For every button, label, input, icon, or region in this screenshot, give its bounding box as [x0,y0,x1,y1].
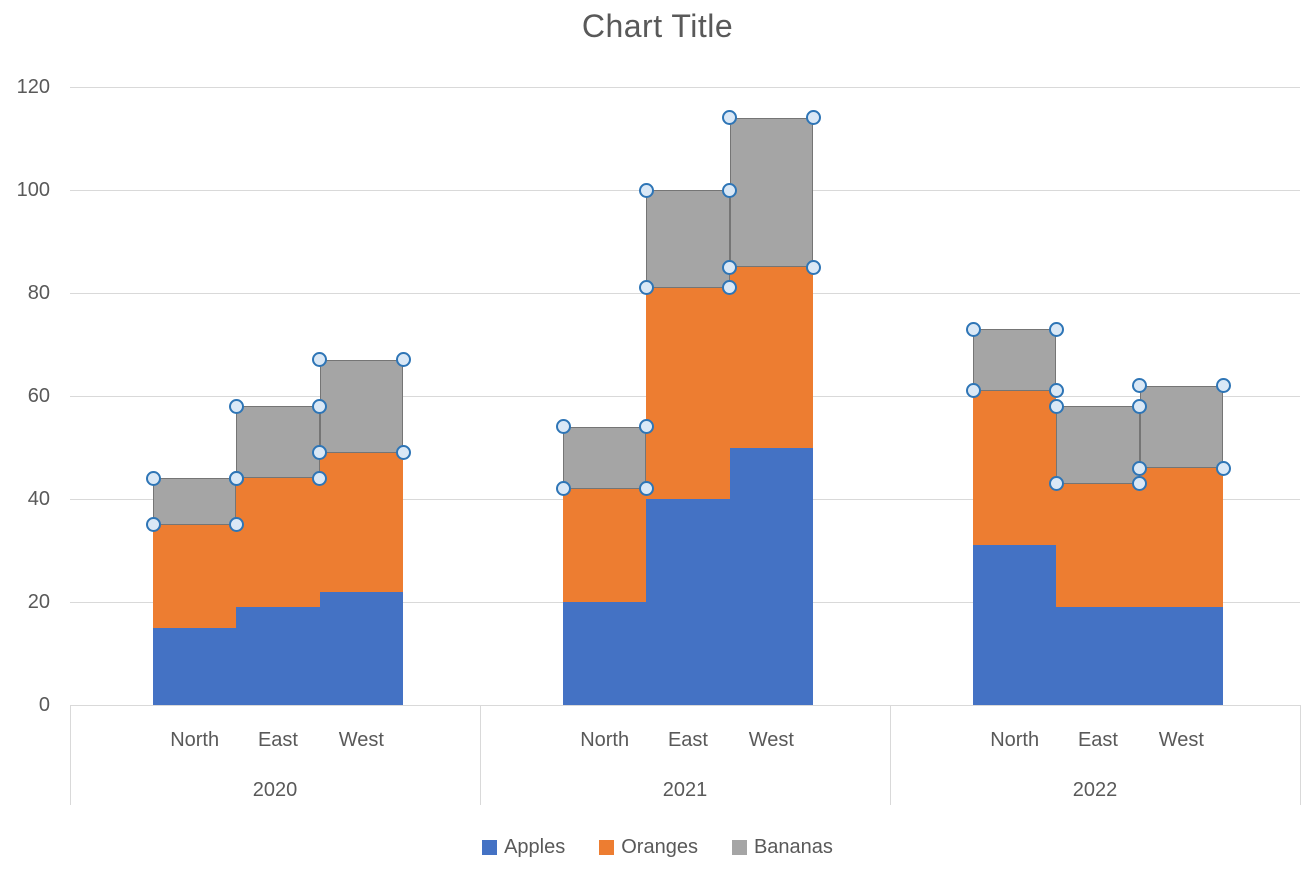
legend-label: Oranges [621,836,698,858]
bar-bananas-2020-north[interactable] [153,478,237,525]
selection-handle[interactable] [555,481,571,497]
x-axis-group-separator [890,705,891,805]
selection-handle[interactable] [638,481,654,497]
selection-handle[interactable] [805,259,821,275]
legend-swatch-apples [482,840,498,855]
selection-handle[interactable] [312,352,328,368]
legend-label: Apples [504,836,566,858]
bar-bananas-2022-north[interactable] [973,329,1057,391]
selection-handle[interactable] [1048,476,1064,492]
bar-apples-2020-west[interactable] [319,591,403,705]
selection-handle[interactable] [312,398,328,414]
y-axis-tick-label[interactable]: 100 [16,179,50,201]
selection-handle[interactable] [228,470,244,486]
selection-handle[interactable] [722,110,738,126]
bar-apples-2021-west[interactable] [729,447,813,705]
bar-bananas-2020-east[interactable] [236,406,320,479]
selection-handle[interactable] [1132,398,1148,414]
x-axis-category-label[interactable]: East [667,729,708,751]
bar-bananas-2021-east[interactable] [646,190,730,288]
bar-bananas-2022-east[interactable] [1056,406,1140,484]
selection-handle[interactable] [1215,460,1231,476]
x-axis-category-label[interactable]: West [748,729,794,751]
selection-handle[interactable] [722,259,738,275]
legend: Apples Oranges Bananas [0,836,1315,859]
legend-swatch-oranges [599,840,615,855]
legend-item-bananas[interactable]: Bananas [731,836,833,859]
selection-handle[interactable] [312,445,328,461]
bar-oranges-2020-north[interactable] [153,524,237,628]
selection-handle[interactable] [1215,378,1231,394]
selection-handle[interactable] [638,182,654,198]
selection-handle[interactable] [228,398,244,414]
bar-apples-2020-north[interactable] [153,627,237,705]
selection-handle[interactable] [638,280,654,296]
selection-handle[interactable] [1048,321,1064,337]
selection-handle[interactable] [395,445,411,461]
x-axis-category-label[interactable]: North [580,729,630,751]
selection-handle[interactable] [638,419,654,435]
selection-handle[interactable] [395,352,411,368]
bar-bananas-2021-north[interactable] [563,426,647,489]
bar-apples-2022-west[interactable] [1139,607,1223,705]
x-axis-category-label[interactable]: West [338,729,384,751]
y-axis-tick-label[interactable]: 60 [27,385,50,407]
legend-label: Bananas [753,836,833,858]
bar-apples-2020-east[interactable] [236,607,320,705]
bar-bananas-2022-west[interactable] [1139,385,1223,469]
x-axis-group-label[interactable]: 2022 [1072,779,1118,801]
selection-handle[interactable] [555,419,571,435]
x-axis-category-label[interactable]: North [170,729,220,751]
x-axis-category-label[interactable]: North [990,729,1040,751]
bar-oranges-2021-east[interactable] [646,287,730,499]
bar-bananas-2020-west[interactable] [319,359,403,453]
selection-handle[interactable] [722,182,738,198]
x-axis-group-label[interactable]: 2021 [662,779,708,801]
y-axis-tick-label[interactable]: 0 [38,694,50,716]
y-axis-tick-label[interactable]: 40 [27,488,50,510]
bar-oranges-2020-east[interactable] [236,478,320,608]
legend-item-apples[interactable]: Apples [482,836,565,859]
x-axis-category-label[interactable]: East [257,729,298,751]
selection-handle[interactable] [965,321,981,337]
bar-oranges-2021-north[interactable] [563,488,647,602]
bar-apples-2022-east[interactable] [1056,607,1140,705]
gridline-0 [70,705,1300,706]
chart-title[interactable]: Chart Title [581,8,734,44]
x-axis-category-label[interactable]: West [1158,729,1204,751]
bar-bananas-2021-west[interactable] [729,117,813,268]
x-axis-group-label[interactable]: 2020 [252,779,298,801]
selection-handle[interactable] [1048,398,1064,414]
bar-apples-2021-north[interactable] [563,602,647,705]
selection-handle[interactable] [722,280,738,296]
bar-oranges-2022-north[interactable] [973,390,1057,546]
selection-handle[interactable] [965,383,981,399]
x-axis-group-separator [480,705,481,805]
selection-handle[interactable] [145,517,161,533]
selection-handle[interactable] [312,470,328,486]
selection-handle[interactable] [805,110,821,126]
bar-oranges-2020-west[interactable] [319,452,403,592]
y-axis-tick-label[interactable]: 80 [27,282,50,304]
bar-oranges-2021-west[interactable] [729,267,813,448]
selection-handle[interactable] [145,470,161,486]
gridline-120 [70,87,1300,88]
bar-oranges-2022-east[interactable] [1056,483,1140,608]
bar-apples-2021-east[interactable] [646,499,730,705]
selection-handle[interactable] [1132,378,1148,394]
x-axis-group-separator [1300,705,1301,805]
selection-handle[interactable] [1048,383,1064,399]
selection-handle[interactable] [1132,460,1148,476]
x-axis-category-label[interactable]: East [1077,729,1118,751]
y-axis-tick-label[interactable]: 120 [16,76,50,98]
y-axis-tick-label[interactable]: 20 [27,591,50,613]
bar-oranges-2022-west[interactable] [1139,468,1223,608]
x-axis-group-separator [70,705,71,805]
selection-handle[interactable] [228,517,244,533]
selection-handle[interactable] [1132,476,1148,492]
bar-apples-2022-north[interactable] [973,545,1057,705]
legend-swatch-bananas [731,840,747,855]
legend-item-oranges[interactable]: Oranges [599,836,698,859]
